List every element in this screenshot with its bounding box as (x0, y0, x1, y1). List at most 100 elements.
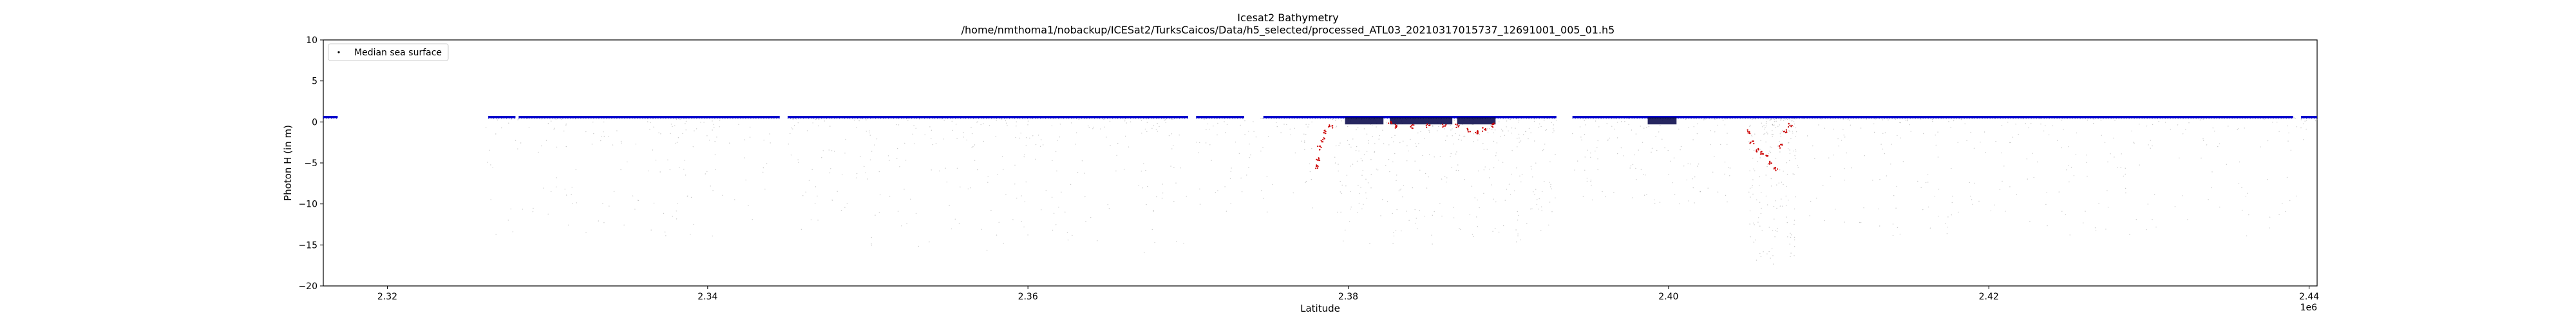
photon-point (1372, 136, 1373, 137)
bathymetry-point (1320, 140, 1322, 142)
photon-point (2025, 123, 2027, 124)
photon-point (1457, 170, 1459, 171)
photon-point (1081, 160, 1083, 162)
photon-point (1392, 213, 1393, 214)
photon-point (800, 229, 802, 230)
photon-point (2125, 167, 2126, 169)
photon-point (1419, 169, 1421, 171)
photon-point (1770, 118, 1772, 120)
photon-point (1875, 118, 1877, 120)
chart-title: Icesat2 Bathymetry (1237, 12, 1339, 24)
photon-point (1517, 211, 1518, 213)
bathymetry-point (1428, 124, 1430, 126)
photon-point (899, 166, 900, 167)
photon-point (1464, 135, 1466, 137)
photon-point (1935, 144, 1937, 146)
photon-point (1774, 119, 1775, 120)
photon-point (1694, 118, 1696, 119)
photon-point (2188, 122, 2190, 124)
bathymetry-point (1316, 165, 1318, 167)
photon-point (1725, 194, 1727, 196)
photon-point (1540, 126, 1542, 128)
photon-point (1388, 158, 1390, 160)
photon-point (1084, 196, 1086, 198)
photon-point (1585, 124, 1586, 126)
photon-point (2177, 124, 2179, 126)
photon-point (1767, 133, 1768, 135)
photon-point (1356, 146, 1358, 147)
y-axis-label: Photon H (in m) (282, 125, 294, 201)
bathymetry-point (1322, 138, 1324, 140)
photon-point (1628, 124, 1629, 125)
photon-point (490, 164, 491, 166)
axes-frame (323, 39, 2318, 287)
photon-point (1175, 182, 1177, 184)
bathymetry-point (1482, 130, 1484, 132)
bathymetry-point (1777, 168, 1779, 170)
photon-point (2187, 219, 2188, 220)
photon-point (1582, 196, 1584, 197)
photon-point (1418, 143, 1419, 144)
photon-point (831, 150, 833, 151)
photon-point (1793, 126, 1794, 127)
photon-point (1966, 140, 1967, 142)
bathymetry-point (1747, 132, 1749, 134)
photon-point (495, 133, 497, 135)
photon-point (1790, 236, 1792, 238)
bathymetry-point (1785, 131, 1786, 133)
photon-point (1361, 160, 1363, 162)
photon-point (1424, 138, 1425, 139)
bathymetry-point (1763, 153, 1765, 155)
photon-point (660, 133, 661, 135)
photon-point (1667, 149, 1669, 151)
photon-point (565, 146, 567, 147)
bathymetry-point (1476, 133, 1478, 135)
photon-point (616, 130, 618, 131)
bathymetry-point (1783, 130, 1785, 132)
photon-point (1794, 246, 1795, 247)
photon-point (1757, 217, 1759, 218)
photon-point (2287, 140, 2289, 142)
photon-point (1363, 128, 1365, 129)
photon-point (1932, 120, 1933, 122)
photon-point (1851, 167, 1852, 169)
photon-point (1550, 186, 1551, 187)
photon-point (1392, 243, 1394, 245)
photon-point (1551, 211, 1553, 213)
photon-point (1356, 160, 1358, 162)
photon-point (815, 186, 817, 187)
photon-point (1616, 137, 1618, 138)
photon-point (1882, 119, 1884, 120)
photon-point (679, 118, 681, 120)
photon-point (1456, 151, 1457, 153)
photon-point (1156, 196, 1157, 198)
photon-point (1768, 251, 1770, 252)
photon-point (974, 160, 976, 161)
photon-point (1238, 153, 1240, 154)
photon-point (1775, 127, 1776, 128)
photon-point (896, 147, 898, 149)
photon-point (1305, 124, 1307, 125)
photon-point (987, 182, 989, 183)
photon-point (1782, 129, 1783, 131)
bathymetry-point (1768, 163, 1770, 165)
photon-point (2121, 153, 2122, 155)
photon-point (1311, 148, 1312, 149)
photon-point (769, 133, 770, 135)
bathymetry-point (1747, 129, 1748, 131)
photon-point (1884, 132, 1886, 133)
bathymetry-point (1779, 147, 1781, 149)
photon-point (1545, 129, 1546, 131)
photon-point (1488, 128, 1490, 129)
photon-point (910, 198, 911, 200)
photon-point (2211, 171, 2213, 173)
photon-point (1790, 138, 1792, 139)
photon-point (1792, 173, 1794, 175)
photon-point (676, 218, 677, 220)
photon-point (1879, 179, 1880, 180)
photon-point (1597, 158, 1598, 160)
bathymetry-point (1773, 168, 1775, 170)
y-tick-label: 5 (312, 77, 317, 87)
photon-point (712, 190, 714, 191)
photon-point (1309, 171, 1311, 173)
